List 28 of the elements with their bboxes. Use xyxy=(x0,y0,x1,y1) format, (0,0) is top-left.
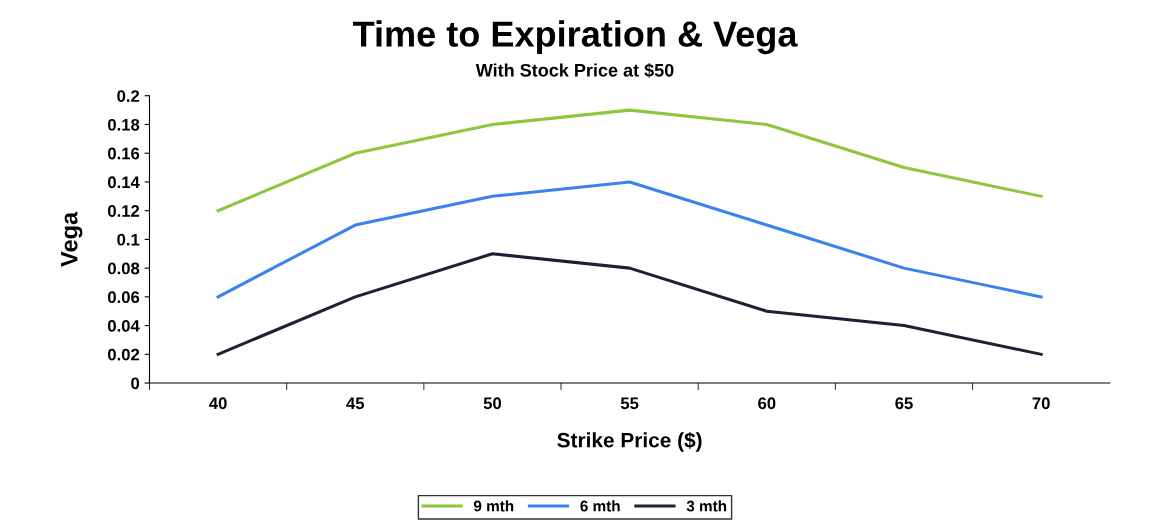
x-tick-label: 65 xyxy=(895,397,913,410)
chart-subtitle: With Stock Price at $50 xyxy=(475,63,674,78)
x-tick-label: 55 xyxy=(620,397,639,410)
y-tick-label: 0.1 xyxy=(117,233,140,246)
x-tick-label: 40 xyxy=(209,397,227,410)
y-tick-label: 0.16 xyxy=(108,147,140,160)
y-tick-label: 0.02 xyxy=(108,348,140,361)
y-tick-label: 0.04 xyxy=(108,319,140,332)
line-series xyxy=(216,252,1043,356)
y-tick-label: 0.2 xyxy=(117,90,140,102)
x-tick-label: 60 xyxy=(758,397,776,410)
y-axis-title: Vega xyxy=(61,211,83,267)
y-tick-label: 0.18 xyxy=(108,118,140,131)
x-tick-label: 70 xyxy=(1032,397,1050,410)
x-axis-title: Strike Price ($) xyxy=(557,431,702,452)
y-tick-label: 0.14 xyxy=(108,176,140,189)
legend-label: 9 mth xyxy=(473,500,514,512)
line-series xyxy=(216,108,1043,213)
line-series xyxy=(216,180,1043,299)
legend-label: 6 mth xyxy=(580,500,620,512)
y-tick-label: 0 xyxy=(131,377,140,390)
legend-label: 3 mth xyxy=(686,500,727,512)
y-tick-label: 0.06 xyxy=(108,291,140,304)
x-tick-label: 45 xyxy=(346,397,365,410)
x-tick-label: 50 xyxy=(483,397,502,410)
chart-title: Time to Expiration & Vega xyxy=(353,20,798,55)
y-tick-label: 0.12 xyxy=(108,205,140,217)
y-tick-label: 0.08 xyxy=(108,262,140,275)
